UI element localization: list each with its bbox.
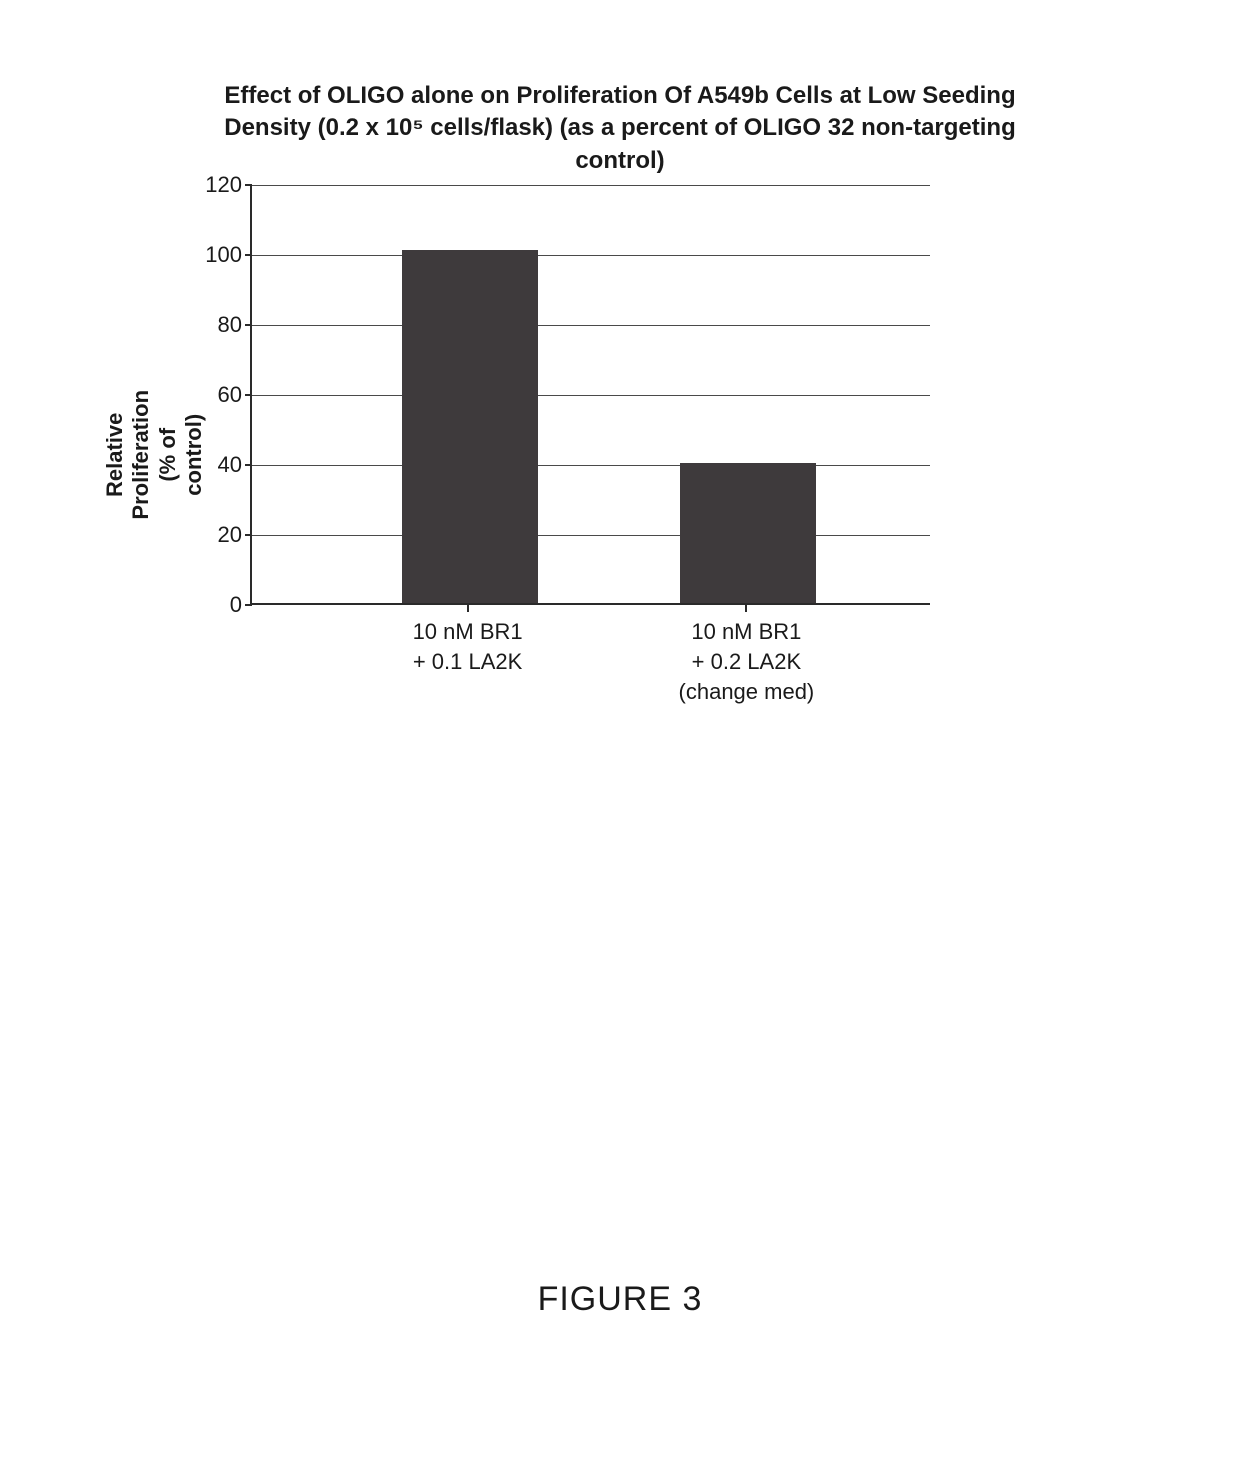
y-tick-label: 100	[205, 242, 242, 268]
figure-container: Effect of OLIGO alone on Proliferation O…	[120, 80, 1120, 725]
gridline	[252, 185, 930, 186]
y-tick-mark	[245, 534, 252, 536]
y-tick-label: 80	[218, 312, 242, 338]
y-tick-mark	[245, 254, 252, 256]
gridline	[252, 255, 930, 256]
plot-area	[250, 185, 930, 605]
y-tick-label: 20	[218, 522, 242, 548]
y-tick-label: 0	[230, 592, 242, 618]
chart-row: Relative Proliferation (% of control) 0 2…	[120, 185, 1120, 725]
y-tick-label: 120	[205, 172, 242, 198]
x-ticks-row: 10 nM BR1 + 0.1 LA2K 10 nM BR1 + 0.2 LA2K…	[190, 605, 930, 725]
x-tick-mark	[467, 605, 469, 612]
bar	[680, 463, 816, 603]
plot-area-row: 020406080100120	[190, 185, 930, 605]
x-axis-label: 10 nM BR1 + 0.1 LA2K	[413, 617, 523, 676]
gridline	[252, 325, 930, 326]
bar	[402, 250, 538, 604]
gridline	[252, 395, 930, 396]
x-tick-mark	[745, 605, 747, 612]
x-axis-label: 10 nM BR1 + 0.2 LA2K (change med)	[679, 617, 815, 706]
x-tick-spacer	[190, 605, 250, 725]
y-tick-mark	[245, 184, 252, 186]
x-ticks-area: 10 nM BR1 + 0.1 LA2K 10 nM BR1 + 0.2 LA2K…	[250, 605, 930, 725]
figure-caption: FIGURE 3	[0, 1280, 1240, 1319]
y-tick-label: 60	[218, 382, 242, 408]
y-tick-mark	[245, 324, 252, 326]
chart-title: Effect of OLIGO alone on Proliferation O…	[220, 80, 1020, 177]
plot-column: 020406080100120 10 nM BR1 + 0.1 LA2K10 n…	[190, 185, 930, 725]
gridline	[252, 535, 930, 536]
y-tick-mark	[245, 394, 252, 396]
y-axis-label-wrap: Relative Proliferation (% of control)	[120, 402, 190, 508]
y-tick-label: 40	[218, 452, 242, 478]
y-tick-mark	[245, 464, 252, 466]
y-tick-column: 020406080100120	[190, 185, 250, 605]
gridline	[252, 465, 930, 466]
